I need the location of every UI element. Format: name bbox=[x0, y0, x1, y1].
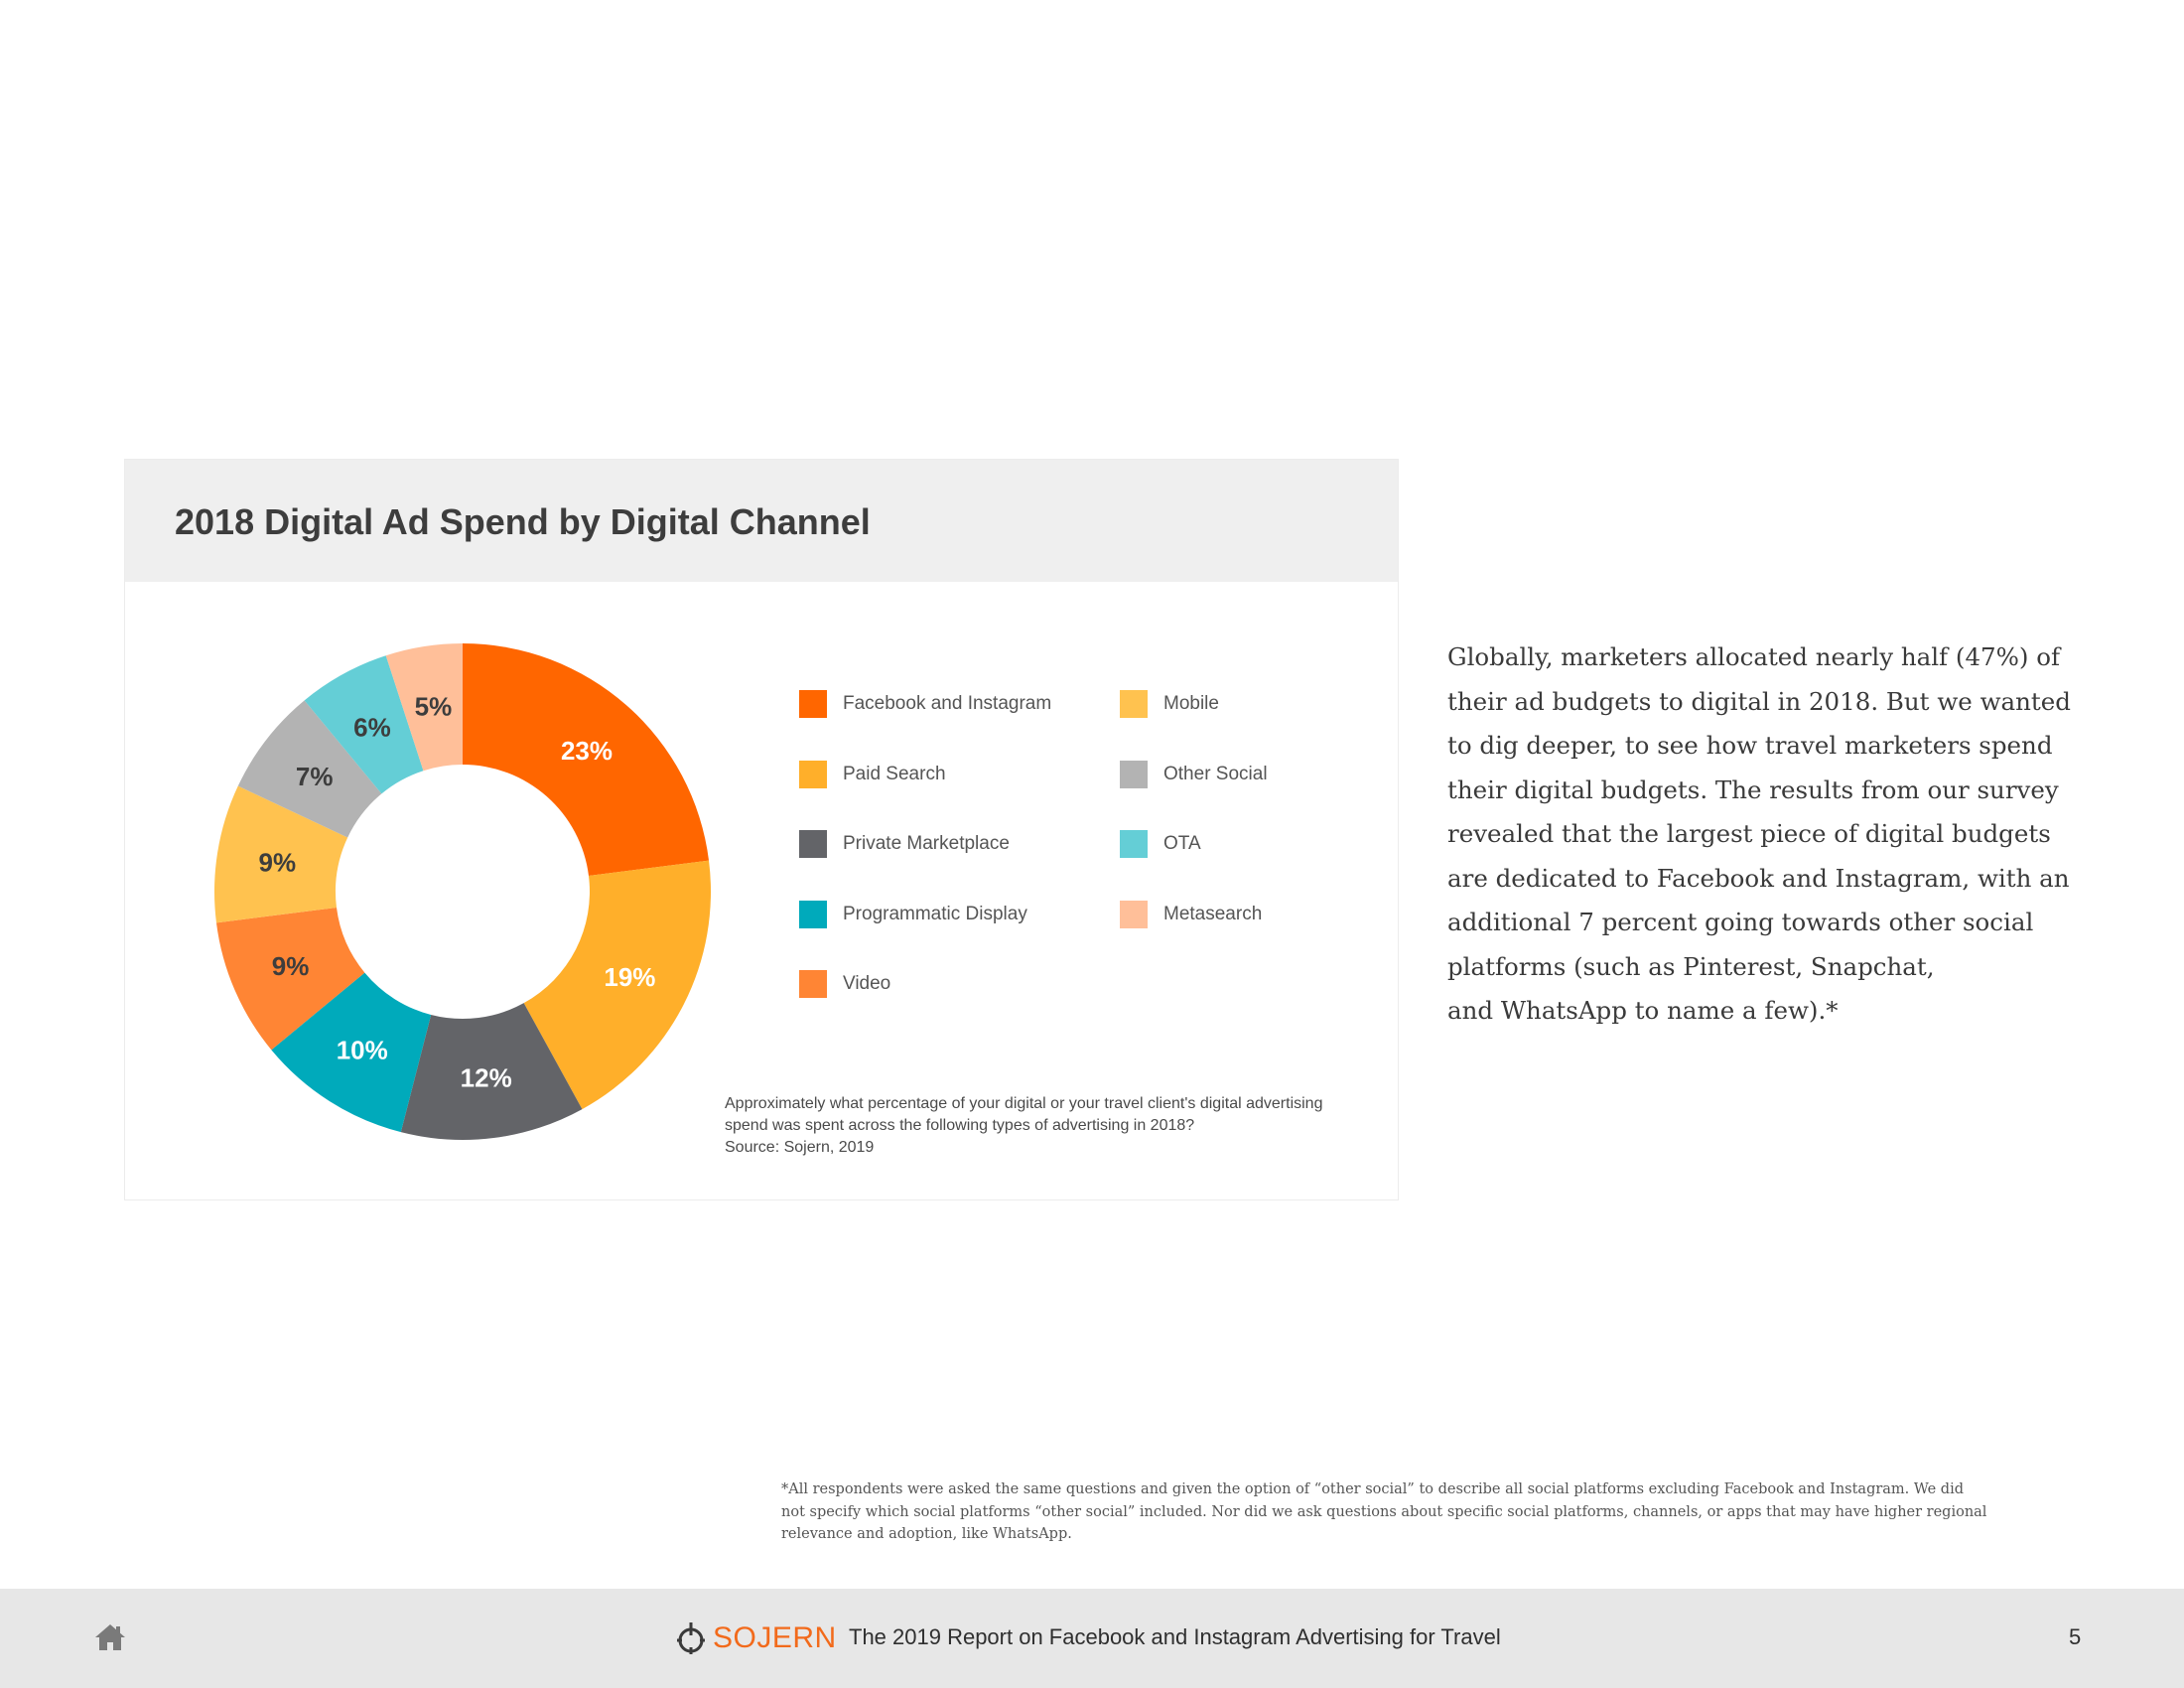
legend-item: Facebook and Instagram bbox=[799, 690, 1051, 718]
chart-title: 2018 Digital Ad Spend by Digital Channel bbox=[175, 501, 871, 542]
power-icon bbox=[677, 1622, 705, 1654]
donut-slice bbox=[523, 860, 712, 1110]
legend-item: Metasearch bbox=[1120, 900, 1263, 928]
legend-item: Other Social bbox=[1120, 760, 1268, 788]
legend-swatch bbox=[1120, 760, 1148, 788]
slice-value-label: 7% bbox=[296, 762, 334, 791]
slice-value-label: 9% bbox=[272, 951, 310, 981]
legend-item: Mobile bbox=[1120, 690, 1219, 718]
body-paragraph: Globally, marketers allocated nearly hal… bbox=[1447, 635, 2083, 1034]
page-footer: SOJERN The 2019 Report on Facebook and I… bbox=[0, 1589, 2184, 1688]
legend-label: Programmatic Display bbox=[843, 903, 1027, 924]
body-line: platforms (such as Pinterest, Snapchat, bbox=[1447, 951, 1935, 981]
donut-slice bbox=[237, 700, 382, 838]
legend-item: Paid Search bbox=[799, 760, 946, 788]
chart-header: 2018 Digital Ad Spend by Digital Channel bbox=[125, 460, 1398, 582]
donut-slice bbox=[385, 643, 463, 772]
home-icon[interactable] bbox=[94, 1622, 126, 1652]
legend-item: Programmatic Display bbox=[799, 900, 1027, 928]
legend-swatch bbox=[1120, 830, 1148, 858]
slice-value-label: 5% bbox=[415, 691, 453, 721]
legend-item: Video bbox=[799, 970, 890, 998]
caption-source: Source: Sojern, 2019 bbox=[725, 1139, 875, 1156]
footnote-line: not specify which social platforms “othe… bbox=[781, 1503, 1987, 1520]
donut-chart: 23% 19% 12% 10% 9% 9% 7% 6% 5% bbox=[213, 643, 712, 1140]
slice-value-label: 9% bbox=[259, 847, 297, 877]
footer-title: The 2019 Report on Facebook and Instagra… bbox=[849, 1624, 1501, 1649]
legend-swatch bbox=[799, 830, 827, 858]
footnote-line: relevance and adoption, like WhatsApp. bbox=[781, 1526, 1072, 1542]
legend-swatch bbox=[799, 690, 827, 718]
body-line: revealed that the largest piece of digit… bbox=[1447, 819, 2051, 848]
donut-slice bbox=[271, 972, 432, 1133]
donut-slice bbox=[213, 785, 348, 923]
body-line: their ad budgets to digital in 2018. But… bbox=[1447, 686, 2071, 716]
chart-caption: Approximately what percentage of your di… bbox=[725, 1093, 1390, 1159]
slice-value-label: 12% bbox=[461, 1063, 512, 1093]
chart-card: 2018 Digital Ad Spend by Digital Channel… bbox=[124, 459, 1399, 1200]
legend-label: Metasearch bbox=[1163, 903, 1263, 924]
legend-label: Facebook and Instagram bbox=[843, 693, 1052, 714]
legend-label: OTA bbox=[1163, 833, 1201, 854]
legend-item: OTA bbox=[1120, 830, 1201, 858]
slice-value-label: 23% bbox=[561, 736, 613, 766]
slice-value-label: 6% bbox=[353, 712, 391, 742]
legend-label: Paid Search bbox=[843, 763, 946, 784]
donut-slice bbox=[463, 643, 710, 876]
legend-label: Private Marketplace bbox=[843, 833, 1010, 854]
footnote-line: *All respondents were asked the same que… bbox=[781, 1481, 1965, 1497]
brand-name: SOJERN bbox=[713, 1621, 837, 1654]
body-line: to dig deeper, to see how travel markete… bbox=[1447, 731, 2053, 760]
legend-label: Video bbox=[843, 973, 891, 994]
donut-slice bbox=[400, 1003, 583, 1140]
body-line: and WhatsApp to name a few).* bbox=[1447, 996, 1839, 1025]
body-line: Globally, marketers allocated nearly hal… bbox=[1447, 642, 2061, 671]
legend-item: Private Marketplace bbox=[799, 830, 1010, 858]
brand-logo: SOJERN bbox=[675, 1618, 837, 1658]
body-line: their digital budgets. The results from … bbox=[1447, 774, 2059, 804]
caption-question-line-2: spend was spent across the following typ… bbox=[725, 1117, 1195, 1134]
legend-swatch bbox=[799, 900, 827, 928]
legend-label: Mobile bbox=[1163, 693, 1219, 714]
legend-swatch bbox=[799, 760, 827, 788]
legend-swatch bbox=[1120, 690, 1148, 718]
slice-value-label: 10% bbox=[337, 1036, 388, 1065]
legend-label: Other Social bbox=[1163, 763, 1268, 784]
slice-value-label: 19% bbox=[604, 962, 655, 992]
page-number: 5 bbox=[2069, 1624, 2082, 1649]
legend-swatch bbox=[1120, 900, 1148, 928]
footnote: *All respondents were asked the same que… bbox=[781, 1478, 2102, 1546]
body-line: are dedicated to Facebook and Instagram,… bbox=[1447, 863, 2070, 893]
caption-question-line-1: Approximately what percentage of your di… bbox=[725, 1095, 1323, 1112]
body-line: additional 7 percent going towards other… bbox=[1447, 908, 2034, 936]
legend-swatch bbox=[799, 970, 827, 998]
donut-slice bbox=[304, 655, 424, 794]
donut-slice bbox=[215, 908, 365, 1051]
